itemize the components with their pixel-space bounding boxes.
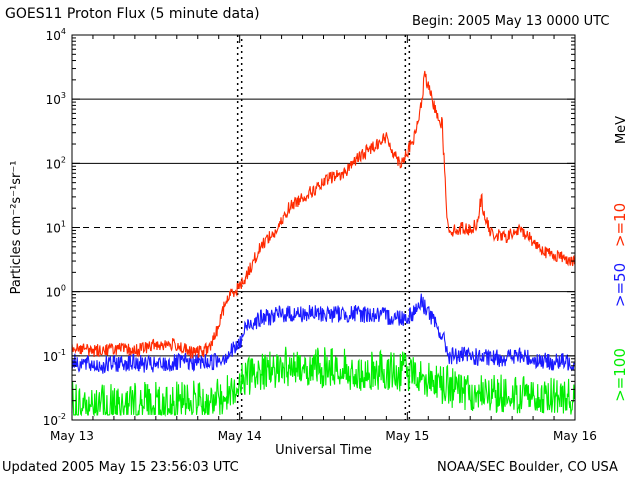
legend-entry-2: >=100	[611, 348, 629, 402]
chart-title: GOES11 Proton Flux (5 minute data)	[5, 6, 260, 22]
y-tick-label-6: 104	[46, 27, 66, 43]
legend-entry-0: >=10	[611, 203, 629, 247]
y-tick-label-1: 10-1	[43, 348, 66, 364]
x-axis-title: Universal Time	[275, 443, 372, 458]
series-line-0	[71, 70, 575, 359]
legend-unit-label: MeV	[614, 116, 629, 144]
x-tick-label-0: May 13	[50, 429, 94, 443]
y-axis-title: Particles cm⁻²s⁻¹sr⁻¹	[9, 161, 24, 295]
x-tick-label-2: May 15	[385, 429, 429, 443]
y-tick-label-3: 101	[46, 220, 66, 236]
begin-time-label: Begin: 2005 May 13 0000 UTC	[412, 14, 610, 29]
x-tick-label-1: May 14	[218, 429, 262, 443]
y-tick-label-2: 100	[46, 284, 66, 300]
source-credit: NOAA/SEC Boulder, CO USA	[437, 460, 618, 475]
x-tick-label-3: May 16	[553, 429, 597, 443]
series-line-2	[71, 346, 575, 418]
y-tick-label-5: 103	[46, 91, 66, 107]
updated-timestamp: Updated 2005 May 15 23:56:03 UTC	[2, 460, 239, 475]
legend-entry-1: >=50	[611, 263, 629, 307]
y-tick-label-0: 10-2	[43, 412, 66, 428]
y-tick-label-4: 102	[46, 155, 66, 171]
series-line-1	[71, 293, 575, 374]
